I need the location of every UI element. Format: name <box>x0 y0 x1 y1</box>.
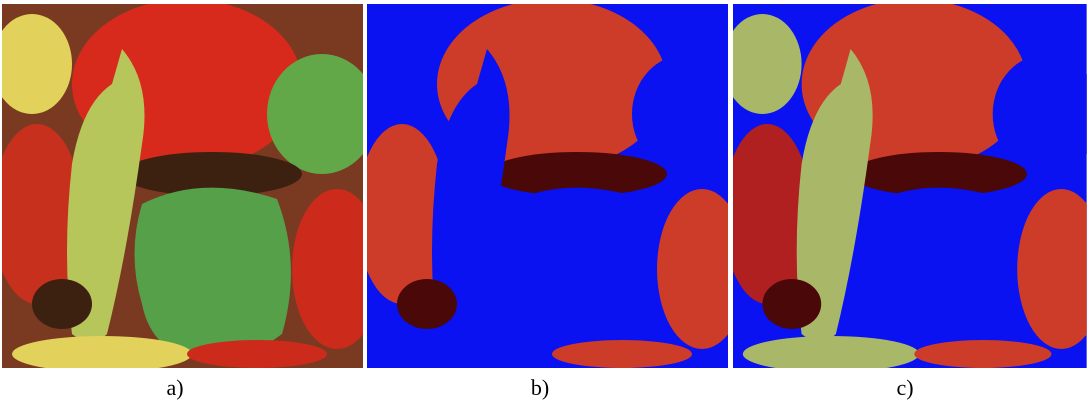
panel-label: b) <box>531 375 549 400</box>
image-two-class <box>357 0 747 372</box>
panel-label: a) <box>166 375 183 400</box>
panel-label: c) <box>896 375 913 400</box>
image-original <box>0 0 382 372</box>
figure: a) b) c) <box>0 0 1089 408</box>
image-three-class <box>723 0 1089 372</box>
